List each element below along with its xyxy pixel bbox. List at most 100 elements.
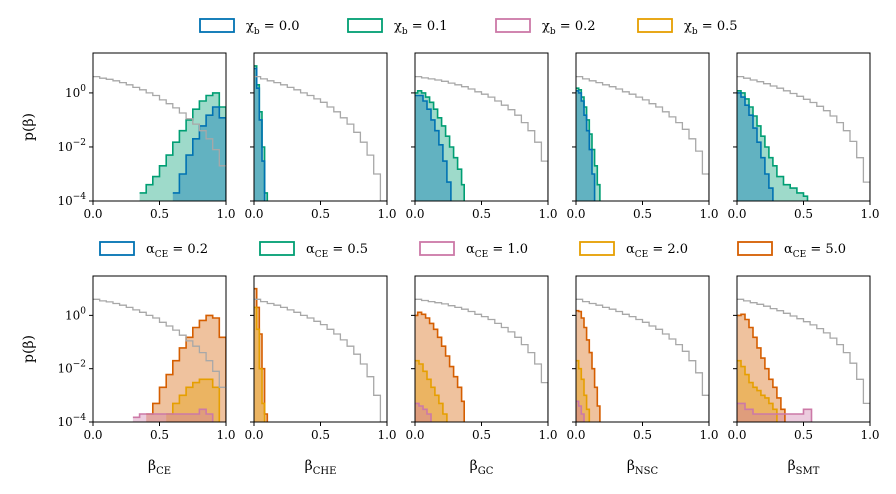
series-line-1-1-1 [254, 306, 266, 422]
series-line-1-2-0 [415, 311, 465, 422]
x-tick-label-1-0-1: 0.5 [150, 428, 169, 442]
series-line-1-4-1 [737, 359, 778, 422]
reference-line-0-0 [93, 75, 226, 201]
series-line-1-2-2 [415, 402, 432, 422]
series-fill-0-1-1 [254, 68, 265, 201]
plot-area-0-1 [254, 65, 387, 201]
reference-line-0-3 [576, 75, 709, 201]
reference-line-1-1 [254, 298, 387, 422]
series-line-0-3-0 [576, 87, 601, 201]
panel-frame-0-1 [253, 52, 388, 202]
x-tick-label-0-3-0: 0.0 [566, 207, 585, 221]
x-tick-label-0-2-0: 0.0 [405, 207, 424, 221]
plot-area-0-0 [93, 75, 226, 201]
plot-area-0-2 [415, 75, 548, 201]
series-fill-1-4-0 [737, 314, 785, 422]
series-line-1-4-0 [737, 313, 786, 422]
x-tick-label-1-1-0: 0.0 [244, 428, 263, 442]
x-tick-label-0-1-2: 1.0 [377, 207, 396, 221]
panel-1-ce: 0.0 0.5 1.0 100 10−2 10−4 βCE [57, 275, 236, 477]
panel-1-che: 0.0 0.5 1.0 βCHE [244, 275, 397, 477]
series-fill-0-2-0 [415, 90, 465, 201]
reference-line-1-3 [576, 298, 709, 422]
x-tick-label-1-2-0: 0.0 [405, 428, 424, 442]
plot-area-0-3 [576, 75, 709, 201]
x-axis-label-smt: βSMT [788, 458, 820, 477]
plot-area-0-4 [737, 75, 870, 201]
panel-1-smt: 0.0 0.5 1.0 βSMT [727, 275, 880, 477]
x-tick-label-0-0-1: 0.5 [150, 207, 169, 221]
series-line-0-4-0 [737, 90, 809, 201]
reference-line-1-4 [737, 298, 870, 422]
y-axis-label-1: p(β) [21, 335, 37, 363]
series-fill-0-2-1 [415, 95, 451, 201]
panel-1-nsc: 0.0 0.5 1.0 βNSC [566, 275, 719, 477]
series-line-1-2-1 [415, 359, 448, 422]
legend-label-0-2: χb = 0.2 [542, 19, 596, 37]
x-tick-label-1-1-2: 1.0 [377, 428, 396, 442]
series-line-1-3-2 [576, 400, 585, 422]
panel-0-smt: 0.0 0.5 1.0 [727, 52, 880, 221]
legend-swatch-1-3 [579, 241, 615, 256]
reference-line-0-1 [254, 75, 387, 201]
reference-line-1-0 [93, 298, 226, 422]
legend-label-1-2: αCE = 1.0 [466, 242, 528, 260]
x-tick-label-1-2-2: 1.0 [538, 428, 557, 442]
x-tick-label-0-2-2: 1.0 [538, 207, 557, 221]
panel-frame-1-1 [253, 275, 388, 423]
panel-0-ce: 0.0 0.5 1.0 100 10−2 10−4 [57, 52, 236, 221]
legend-swatch-0-2 [495, 18, 531, 33]
series-fill-0-0-1 [172, 107, 226, 201]
series-line-0-3-1 [576, 90, 596, 201]
x-tick-label-0-0-2: 1.0 [216, 207, 235, 221]
x-tick-label-1-3-0: 0.0 [566, 428, 585, 442]
legend-swatch-1-1 [259, 241, 295, 256]
x-axis-label-ce: βCE [148, 458, 171, 477]
series-fill-1-3-0 [576, 310, 600, 422]
series-line-0-1-1 [254, 67, 266, 201]
plot-area-1-0 [93, 298, 226, 422]
x-tick-label-1-0-0: 0.0 [83, 428, 102, 442]
x-axis-label-nsc: βNSC [627, 458, 659, 477]
x-tick-label-0-1-0: 0.0 [244, 207, 263, 221]
legend-swatch-1-2 [419, 241, 455, 256]
y-axis-label-0: p(β) [21, 113, 37, 141]
series-fill-0-3-1 [576, 90, 595, 201]
series-line-1-4-2 [737, 402, 813, 422]
x-tick-label-0-3-1: 0.5 [633, 207, 652, 221]
x-tick-label-0-4-1: 0.5 [794, 207, 813, 221]
x-tick-label-0-2-1: 0.5 [472, 207, 491, 221]
y-tick-label-0-2: 10−4 [57, 192, 86, 208]
x-tick-label-0-4-0: 0.0 [727, 207, 746, 221]
panel-1-gc: 0.0 0.5 1.0 βGC [405, 275, 558, 477]
x-tick-label-0-1-1: 0.5 [311, 207, 330, 221]
reference-line-0-4 [737, 75, 870, 201]
legend-label-1-1: αCE = 0.5 [306, 242, 368, 260]
series-line-1-0-1 [166, 378, 221, 422]
legend-label-1-3: αCE = 2.0 [626, 242, 688, 260]
legend-swatch-0-3 [637, 18, 673, 33]
series-line-1-3-1 [576, 359, 591, 422]
series-line-0-4-1 [737, 92, 774, 201]
x-tick-label-0-3-2: 1.0 [699, 207, 718, 221]
plot-area-1-4 [737, 298, 870, 422]
x-tick-label-0-4-2: 1.0 [860, 207, 879, 221]
x-tick-label-1-3-2: 1.0 [699, 428, 718, 442]
reference-line-0-2 [415, 75, 548, 201]
series-line-0-0-0 [139, 92, 226, 201]
y-tick-label-1-1: 10−2 [57, 360, 86, 376]
x-tick-label-1-4-1: 0.5 [794, 428, 813, 442]
legend-swatch-1-0 [99, 241, 135, 256]
x-tick-label-1-1-1: 0.5 [311, 428, 330, 442]
legend-label-1-4: αCE = 5.0 [784, 242, 846, 260]
panel-0-che: 0.0 0.5 1.0 [244, 52, 397, 221]
series-line-0-2-0 [415, 90, 465, 201]
plot-area-1-3 [576, 298, 709, 422]
legend-label-0-0: χb = 0.0 [246, 19, 300, 37]
legend-swatch-0-1 [347, 18, 383, 33]
series-line-1-1-0 [254, 287, 269, 422]
x-tick-label-1-0-2: 1.0 [216, 428, 235, 442]
series-fill-0-3-0 [576, 88, 600, 201]
plot-area-1-1 [254, 287, 387, 422]
legend-label-0-1: χb = 0.1 [394, 19, 448, 37]
